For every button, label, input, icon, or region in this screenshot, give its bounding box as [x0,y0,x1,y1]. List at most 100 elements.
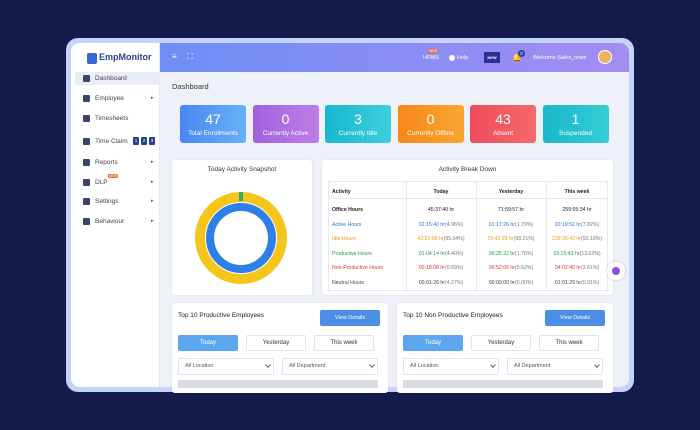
stat-card[interactable]: 3 Currently Idle [325,105,391,143]
stat-card[interactable]: 0 Currently Offline [397,105,464,143]
sidebar-item[interactable]: Reports [95,159,118,166]
logo: EmpMonitor [99,52,152,62]
stat-label: Currently Active [262,130,309,137]
sidebar-icon [83,218,90,225]
help-link[interactable]: Help [457,55,469,61]
table-cell: 259:55:34 hr [546,207,608,213]
cell-time: 00:52:06 hr [488,265,516,271]
cell-percent: (0.91%) [581,279,600,286]
donut-ring-inner [206,203,276,273]
column-header: This week [564,189,590,195]
table-cell: 02:15:40 hr(4.96%) [406,222,476,228]
welcome-text: Welcome Sales_team [533,55,587,61]
stat-card[interactable]: 1 Suspended [542,105,609,143]
view-details-button[interactable]: View Details [545,310,605,326]
view-details-button[interactable]: View Details [320,310,380,326]
sidebar-item[interactable]: Settings [95,198,119,205]
cell-time: 20:19:52 hr [554,221,582,228]
snapshot-title: Today Activity Snapshot [207,166,277,173]
stat-label: Suspended [559,130,592,137]
stat-card[interactable]: 47 Total Enrollments [180,105,246,143]
sidebar-item[interactable]: Dashboard [95,75,127,82]
row-label: Idle Hours [332,236,356,242]
cell-time: 239:35:42 hr [551,236,582,242]
sidebar-arrow: ▸ [151,179,154,185]
cell-time: 01:17:26 hr [488,221,516,228]
sidebar-item[interactable]: DLP [95,179,108,186]
period-tab[interactable]: This week [314,335,374,351]
cell-time: 04:02:40 hr [554,265,582,271]
table-header-row [329,183,607,199]
time-claim-badge: 1 [133,137,139,145]
dlp-badge: NEW [108,174,119,178]
time-claim-badge: 3 [149,137,155,145]
hrms-badge: NEW [428,49,439,53]
menu-icon: ≡ [172,52,177,61]
sidebar-active [75,72,159,85]
bell-icon[interactable]: 🔔 [512,53,522,62]
sidebar-arrow: ▸ [151,218,154,224]
stat-value: 47 [205,111,221,127]
table-cell: 04:02:40 hr(3.61%) [546,265,608,271]
page-title: Dashboard [172,82,209,91]
sidebar-icon [83,179,90,186]
sidebar-arrow: ▸ [151,95,154,101]
column-divider [546,182,547,290]
stat-card[interactable]: 43 Absent [470,105,536,143]
hrms-link[interactable]: HRMS [423,55,440,61]
table-cell: 00:18:08 hr(0.69%) [406,265,476,271]
filter-dropdown[interactable]: All Department [282,358,378,375]
donut-chart [195,192,287,284]
period-tab[interactable]: Yesterday [471,335,531,351]
sidebar-icon [83,75,90,82]
table-cell: 00:52:06 hr(5.62%) [476,265,546,271]
stat-value: 3 [354,111,362,127]
column-header: Yesterday [498,189,524,195]
notification-count: 0 [518,50,525,57]
sidebar-item[interactable]: Behaviour [95,218,125,225]
cell-percent: (13.63%) [579,250,601,257]
stat-value: 0 [281,111,290,127]
period-tab[interactable]: Today [403,335,463,351]
assistant-icon [612,267,620,275]
table-cell: 01:01:29 hr(0.91%) [546,280,608,286]
row-label: Neutral Hours [332,279,365,286]
cell-time: 01:04:14 hr [418,250,446,257]
period-tab[interactable]: Today [178,335,238,351]
cell-time: 01:01:29 hr [554,279,582,286]
period-tab[interactable]: Yesterday [246,335,306,351]
cell-time: 02:15:40 hr [418,221,446,228]
stat-label: Total Enrollments [188,130,238,137]
filter-dropdown[interactable]: All Department [507,358,603,375]
sidebar-icon [83,198,90,205]
stat-label: Currently Offline [407,130,454,137]
table-cell: 00:00:00 hr(0.00%) [476,280,546,286]
sidebar-icon [83,95,90,102]
table-cell: 45:37:40 hr [406,207,476,213]
stat-card[interactable]: 0 Currently Active [252,105,319,143]
period-tab[interactable]: This week [539,335,599,351]
table-cell: 01:17:26 hr(1.79%) [476,222,546,228]
column-divider [406,182,407,290]
column-header: Activity [332,189,351,195]
table-strip [403,380,603,388]
sidebar-arrow: ▸ [151,198,154,204]
sidebar-item[interactable]: Time Claim [95,138,128,145]
table-cell: 01:04:14 hr(4.40%) [406,251,476,257]
cell-percent: (5.62%) [515,265,534,271]
filter-dropdown[interactable]: All Location [178,358,274,375]
cell-time: 15:15:43 hr [553,250,580,257]
sidebar-item[interactable]: Timesheets [95,115,129,122]
table-cell: 15:15:43 hr(13.63%) [546,251,608,257]
filter-dropdown[interactable]: All Location [403,358,499,375]
new-icon[interactable]: NEW [484,52,500,63]
sidebar-icon [83,115,90,122]
cell-percent: (0.69%) [445,265,464,271]
cell-time: 00:18:08 hr [418,265,446,271]
stat-value: 43 [495,111,511,127]
sidebar-item[interactable]: Employee [95,95,124,102]
row-label: Active Hours [332,221,362,228]
cell-time: 259:55:34 hr [562,207,592,213]
avatar[interactable] [598,50,612,64]
stat-label: Currently Idle [338,130,378,137]
